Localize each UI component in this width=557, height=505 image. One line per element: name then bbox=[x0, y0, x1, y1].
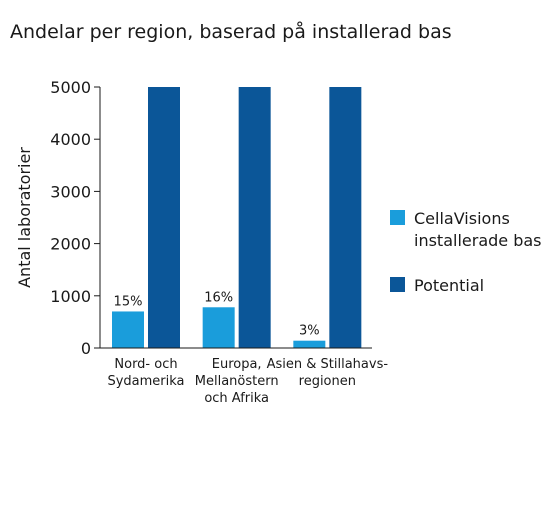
y-axis-label: Antal laboratorier bbox=[15, 147, 34, 288]
x-category-label: Nord- och Sydamerika bbox=[107, 357, 184, 389]
y-tick-label: 5000 bbox=[50, 78, 91, 97]
bar bbox=[329, 87, 362, 348]
x-category-label: Europa, Mellanöstern och Afrika bbox=[195, 357, 279, 406]
legend-label: Potential bbox=[414, 276, 484, 295]
x-category-label: Asien & Stillahavs-regionen bbox=[267, 357, 389, 389]
legend-swatch bbox=[390, 210, 405, 225]
data-label: 16% bbox=[204, 290, 233, 305]
bar bbox=[202, 307, 235, 348]
legend-swatch bbox=[390, 277, 405, 292]
y-tick-label: 1000 bbox=[50, 287, 91, 306]
data-label: 3% bbox=[299, 324, 320, 339]
y-tick-label: 3000 bbox=[50, 182, 91, 201]
bar bbox=[112, 311, 144, 348]
y-tick-label: 0 bbox=[81, 339, 91, 358]
data-label: 15% bbox=[114, 294, 143, 309]
bar bbox=[148, 87, 180, 348]
bar bbox=[238, 87, 271, 348]
y-tick-label: 2000 bbox=[50, 235, 91, 254]
bar bbox=[293, 340, 326, 348]
legend-label: CellaVisions installerade bas bbox=[414, 209, 542, 250]
y-tick-label: 4000 bbox=[50, 130, 91, 149]
chart-title: Andelar per region, baserad på installer… bbox=[10, 20, 452, 43]
